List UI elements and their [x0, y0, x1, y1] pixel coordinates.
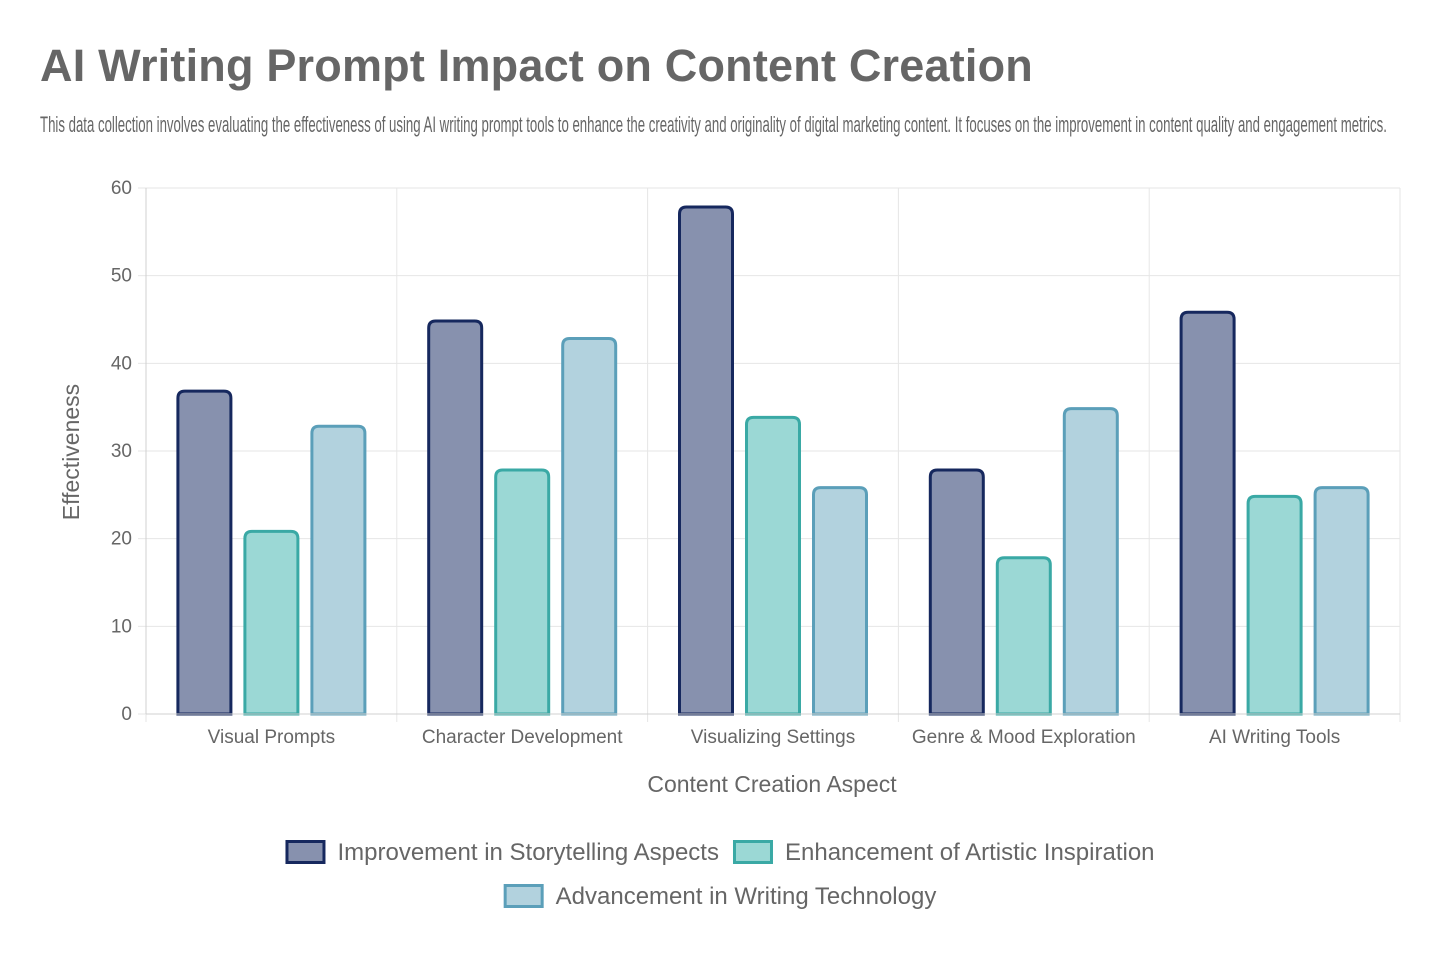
bar-character-development-series-2	[494, 468, 551, 716]
bar-character-development-series-3	[561, 337, 618, 716]
legend-swatch-series-3	[503, 884, 544, 908]
axes: 0 10 20 30 40 50 60 Visual Prompts Character Dev…	[111, 178, 1400, 748]
x-tick-label: Character Development	[422, 727, 623, 748]
bar-ai-writing-tools-series-3	[1313, 486, 1370, 716]
legend-label-series-1: Improvement in Storytelling Aspects	[337, 839, 719, 866]
bar-visual-prompts-series-2	[243, 529, 300, 716]
x-axis-title: Content Creation Aspect	[647, 771, 897, 797]
y-axis-title: Effectiveness	[58, 384, 84, 520]
bar-genre-mood-exploration-series-3	[1062, 407, 1119, 716]
y-tick-label: 40	[111, 353, 132, 374]
bars	[176, 205, 1370, 716]
chart-subtitle: This data collection involves evaluating…	[40, 112, 1387, 137]
x-tick-label: Genre & Mood Exploration	[912, 727, 1136, 748]
chart-subtitle-container: This data collection involves evaluating…	[40, 112, 1400, 146]
bar-genre-mood-exploration-series-1	[928, 468, 985, 716]
y-tick-label: 50	[111, 266, 132, 287]
legend: Improvement in Storytelling Aspects Enhan…	[285, 839, 1155, 910]
y-tick-label: 30	[111, 441, 132, 462]
bar-visual-prompts-series-3	[310, 424, 367, 716]
y-tick-label: 10	[111, 616, 132, 637]
legend-label-series-2: Enhancement of Artistic Inspiration	[785, 839, 1155, 866]
y-tick-label: 0	[121, 704, 132, 725]
bar-ai-writing-tools-series-2	[1246, 494, 1303, 716]
legend-swatch-series-2	[732, 840, 773, 864]
chart-title: AI Writing Prompt Impact on Content Crea…	[40, 40, 1033, 91]
bar-visualizing-settings-series-2	[745, 415, 801, 716]
x-tick-label: AI Writing Tools	[1209, 727, 1340, 748]
x-tick-label: Visualizing Settings	[691, 727, 855, 748]
bar-visualizing-settings-series-1	[678, 205, 734, 716]
bar-visualizing-settings-series-3	[812, 486, 868, 716]
bar-ai-writing-tools-series-1	[1179, 310, 1236, 716]
bar-visual-prompts-series-1	[176, 389, 233, 716]
bar-character-development-series-1	[427, 319, 484, 716]
x-tick-label: Visual Prompts	[208, 727, 335, 748]
bar-genre-mood-exploration-series-2	[995, 556, 1052, 716]
y-tick-label: 20	[111, 529, 132, 550]
y-tick-label: 60	[111, 178, 132, 199]
legend-label-series-3: Advancement in Writing Technology	[556, 883, 937, 910]
legend-swatch-series-1	[285, 840, 326, 864]
